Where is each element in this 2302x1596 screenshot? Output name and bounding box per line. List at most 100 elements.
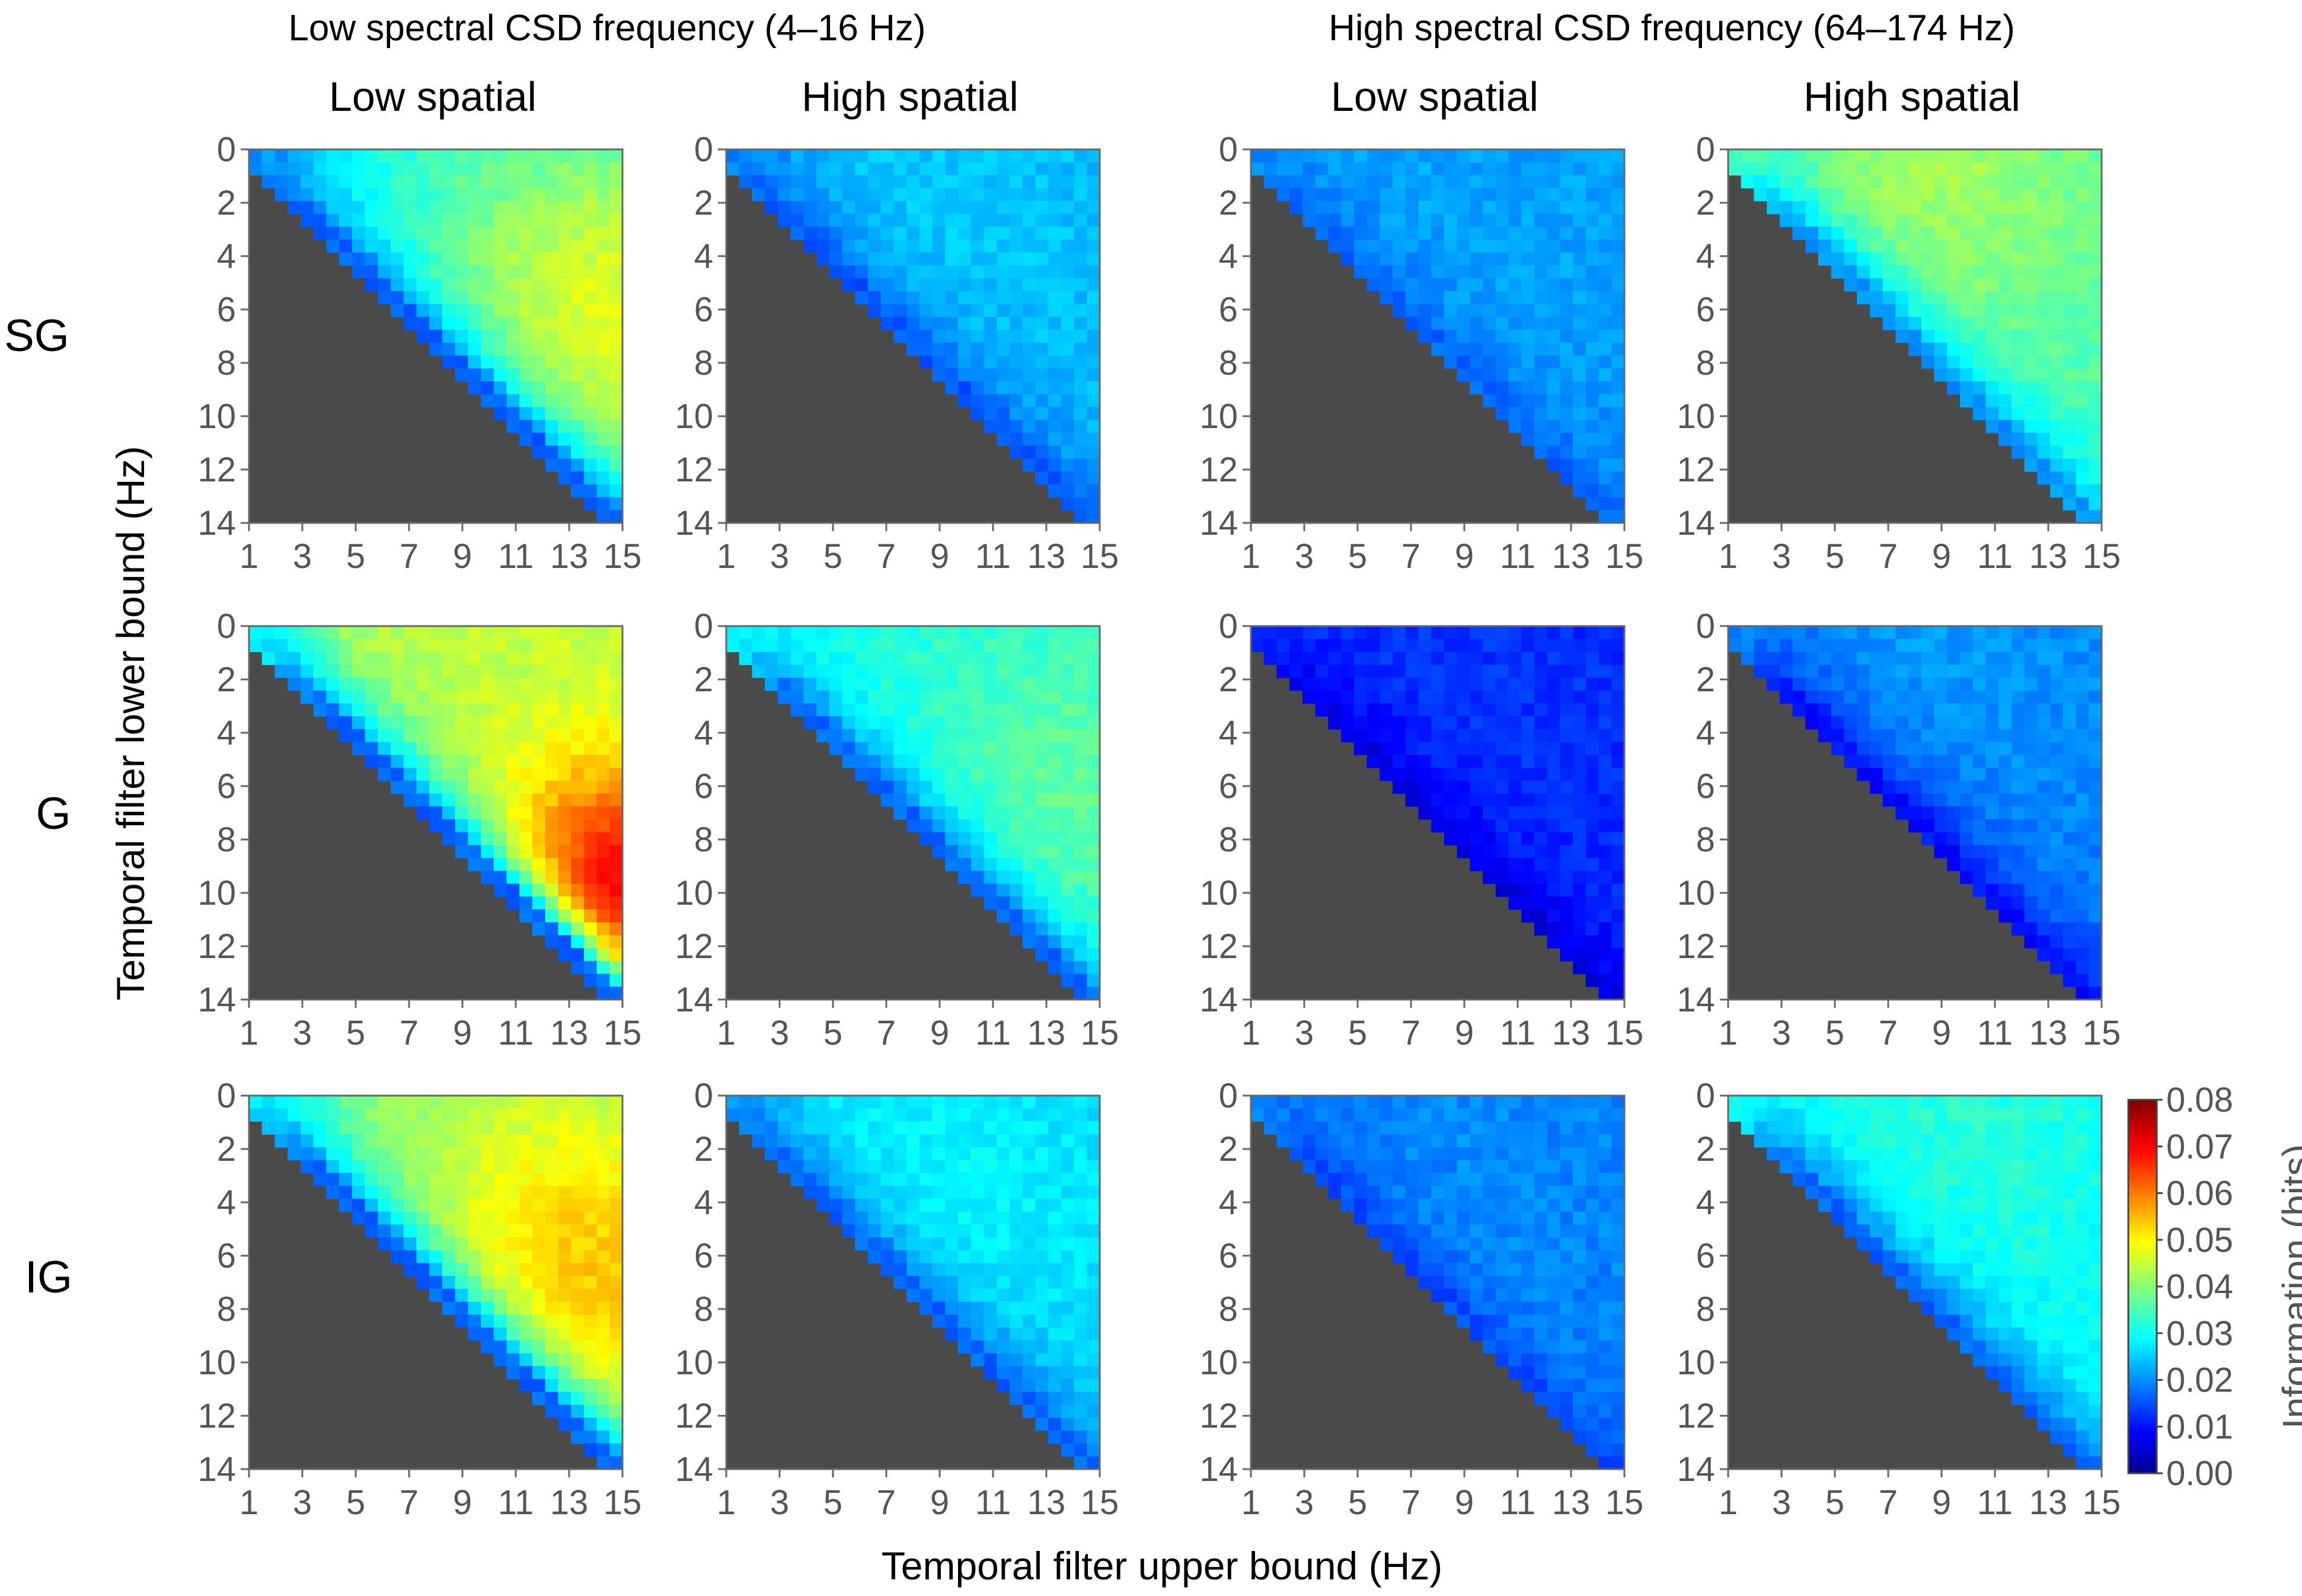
heatmap-cell: [326, 639, 340, 653]
heatmap-cell: [1405, 665, 1419, 678]
heatmap-cell: [1074, 1121, 1087, 1135]
heatmap-cell: [532, 729, 546, 743]
heatmap-cell: [609, 973, 623, 987]
heatmap-cell: [1818, 240, 1832, 253]
heatmap-cell: [442, 729, 456, 743]
heatmap-cell: [2076, 883, 2089, 897]
heatmap-cell: [1985, 883, 1999, 897]
heatmap-cell: [326, 213, 340, 227]
heatmap-cell: [1560, 407, 1573, 420]
heatmap-cell: [545, 870, 558, 885]
heatmap-cell: [1405, 793, 1419, 807]
heatmap-cell: [1315, 226, 1329, 240]
heatmap-cell: [1998, 742, 2012, 755]
heatmap-cell: [867, 200, 882, 215]
heatmap-cell: [261, 639, 276, 653]
heatmap-cell: [1022, 420, 1036, 433]
heatmap-cell: [1960, 832, 1974, 845]
heatmap-cell: [532, 278, 546, 292]
heatmap-cell: [932, 1263, 946, 1276]
heatmap-cell: [1508, 845, 1522, 858]
heatmap-cell: [984, 368, 997, 382]
heatmap-cell: [583, 1391, 598, 1405]
heatmap-cell: [1508, 755, 1522, 768]
heatmap-cell: [1418, 213, 1432, 227]
heatmap-cell: [596, 652, 610, 665]
heatmap-cell: [1560, 471, 1573, 485]
heatmap-cell: [893, 317, 907, 330]
heatmap-cell: [1087, 497, 1100, 510]
heatmap-cell: [1921, 162, 1935, 176]
heatmap-cell: [2062, 252, 2077, 266]
heatmap-cell: [1611, 394, 1625, 408]
heatmap-cell: [429, 1250, 443, 1264]
heatmap-cell: [1547, 716, 1560, 730]
heatmap-cell: [571, 342, 585, 356]
heatmap-cell: [571, 767, 585, 781]
heatmap-cell: [468, 291, 481, 305]
heatmap-cell: [429, 1108, 443, 1122]
heatmap-cell: [481, 304, 494, 318]
heatmap-cell: [609, 626, 623, 640]
heatmap-cell: [1521, 832, 1535, 845]
heatmap-cell: [2089, 304, 2102, 318]
heatmap-cell: [1495, 213, 1509, 227]
heatmap-cell: [1444, 832, 1458, 845]
heatmap-cell: [2037, 355, 2051, 369]
heatmap-cell: [429, 690, 443, 704]
heatmap-cell: [1074, 1378, 1087, 1393]
heatmap-cell: [1470, 342, 1483, 356]
heatmap-cell: [583, 935, 598, 949]
heatmap-cell: [352, 1096, 366, 1109]
heatmap-cell: [1767, 626, 1780, 640]
heatmap-cell: [1611, 484, 1625, 498]
heatmap-cell: [583, 742, 598, 755]
y-tick-label: 8: [694, 344, 713, 382]
heatmap-cell: [545, 780, 558, 794]
heatmap-cell: [984, 1353, 997, 1367]
heatmap-cell: [2011, 652, 2025, 665]
heatmap-cell: [1022, 1186, 1036, 1199]
heatmap-cell: [493, 1121, 507, 1135]
heatmap-cell: [2062, 755, 2077, 768]
heatmap-cell: [2062, 870, 2077, 885]
heatmap-cell: [274, 1121, 288, 1135]
heatmap-cell: [532, 1353, 546, 1367]
heatmap-cell: [997, 1096, 1010, 1109]
heatmap-cell: [1895, 149, 1909, 163]
heatmap-cell: [1483, 304, 1496, 318]
heatmap-cell: [481, 665, 494, 678]
heatmap-cell: [1380, 291, 1393, 305]
heatmap-cell: [970, 819, 985, 833]
heatmap-cell: [1972, 407, 1987, 420]
heatmap-cell: [1611, 909, 1625, 923]
heatmap-cell: [1611, 716, 1625, 730]
heatmap-cell: [1934, 368, 1947, 382]
heatmap-cell: [2089, 973, 2102, 987]
heatmap-cell: [532, 626, 546, 640]
heatmap-cell: [1611, 200, 1625, 215]
heatmap-cell: [945, 767, 959, 781]
heatmap-cell: [1483, 716, 1496, 730]
heatmap-cell: [1022, 1366, 1036, 1380]
heatmap-cell: [2011, 226, 2025, 240]
heatmap-cell: [571, 200, 585, 215]
heatmap-cell: [970, 767, 985, 781]
heatmap-cell: [545, 1391, 558, 1405]
heatmap-cell: [1418, 729, 1432, 743]
heatmap-cell: [1882, 780, 1896, 794]
heatmap-cell: [558, 1250, 571, 1264]
heatmap-cell: [596, 1353, 610, 1367]
heatmap-cell: [1585, 420, 1599, 433]
heatmap-cell: [893, 1237, 907, 1251]
heatmap-cell: [583, 909, 598, 923]
heatmap-cell: [2076, 200, 2089, 215]
heatmap-cell: [1470, 755, 1483, 768]
heatmap-cell: [1380, 252, 1393, 266]
heatmap-cell: [1573, 832, 1586, 845]
heatmap-cell: [1495, 355, 1509, 369]
heatmap-cell: [1366, 665, 1380, 678]
heatmap-cell: [1074, 226, 1087, 240]
heatmap-cell: [880, 716, 895, 730]
heatmap-cell: [919, 213, 933, 227]
